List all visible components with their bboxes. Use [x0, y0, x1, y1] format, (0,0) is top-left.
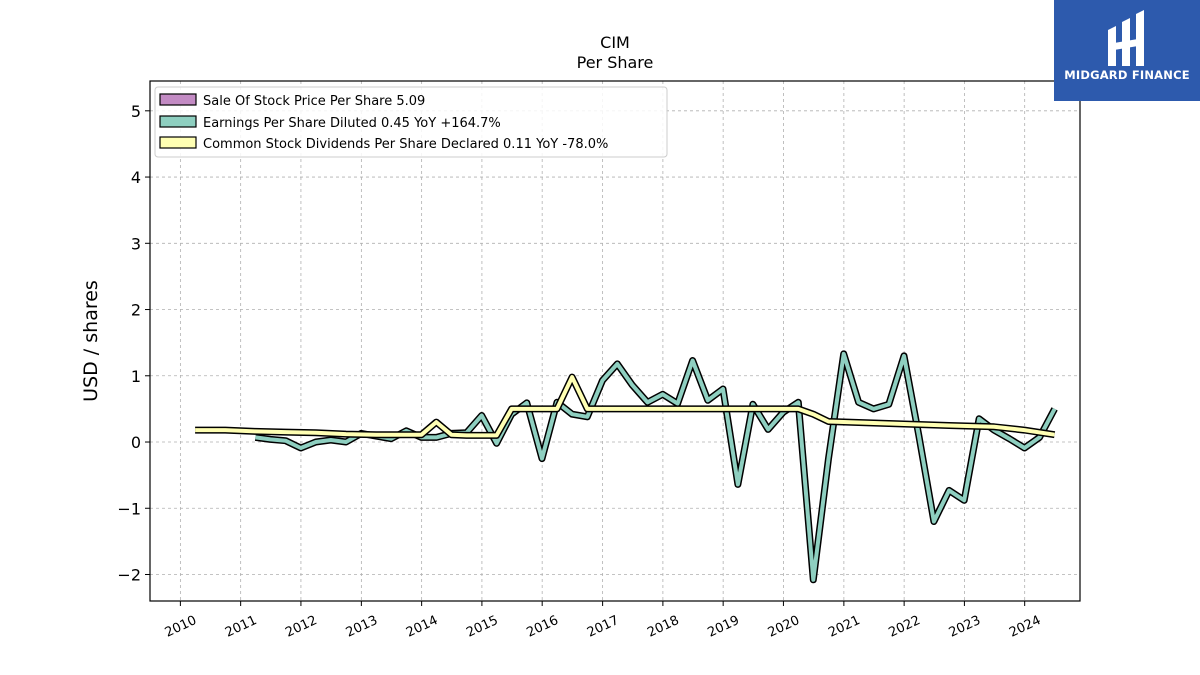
series-outline-1 [254, 350, 1058, 584]
x-tick-label: 2022 [886, 613, 922, 641]
x-tick-label: 2018 [645, 613, 681, 641]
series-line-1 [255, 351, 1057, 582]
x-tick-label: 2013 [344, 613, 380, 641]
x-axis: 2010 2011 2012 2013 2014 2015 2016 2017 2018 2019… [163, 601, 1043, 641]
y-tick-label: 1 [131, 367, 141, 386]
x-tick-label: 2017 [585, 613, 621, 641]
x-tick-label: 2020 [766, 613, 802, 641]
y-tick-label: 3 [131, 234, 141, 253]
legend-label-eps-diluted: Earnings Per Share Diluted 0.45 YoY +164… [203, 116, 501, 131]
y-tick-label: 5 [131, 102, 141, 121]
y-tick-label: 0 [131, 433, 141, 452]
y-tick-label: −2 [117, 566, 141, 585]
series-line-2 [195, 375, 1055, 438]
legend-box [154, 86, 668, 158]
x-tick-label: 2011 [223, 613, 259, 641]
x-tick-label: 2016 [525, 613, 561, 641]
y-tick-label: 2 [131, 301, 141, 320]
x-tick-label: 2024 [1007, 613, 1043, 641]
brand-logo: MIDGARD FINANCE [1054, 0, 1200, 101]
y-tick-label: −1 [117, 499, 141, 518]
legend-label-sale-of-stock: Sale Of Stock Price Per Share 5.09 [203, 94, 425, 109]
chart-subtitle: Per Share [577, 53, 654, 72]
y-tick-label: 4 [131, 168, 141, 187]
legend-swatch-eps-diluted [159, 115, 197, 128]
legend: Sale Of Stock Price Per Share 5.09 Earni… [154, 86, 668, 158]
y-axis-label: USD / shares [80, 280, 102, 402]
legend-swatch-sale-of-stock [159, 93, 197, 106]
plot-frame [149, 80, 1081, 602]
x-tick-label: 2014 [404, 613, 440, 641]
y-axis: 5 4 3 2 1 0 −1 −2 [117, 102, 150, 585]
logo-text: MIDGARD FINANCE [1064, 68, 1190, 82]
grid [150, 81, 1080, 601]
x-tick-label: 2012 [283, 613, 319, 641]
legend-swatch-dividends [159, 136, 197, 149]
legend-label-dividends: Common Stock Dividends Per Share Declare… [203, 137, 608, 152]
x-tick-label: 2010 [163, 613, 199, 641]
x-tick-label: 2023 [947, 613, 983, 641]
x-tick-label: 2015 [464, 613, 500, 641]
x-tick-label: 2021 [826, 613, 862, 641]
x-tick-label: 2019 [706, 613, 742, 641]
series-layer [195, 350, 1058, 584]
logo-mark-icon [1108, 10, 1144, 66]
chart-title: CIM [600, 33, 630, 52]
